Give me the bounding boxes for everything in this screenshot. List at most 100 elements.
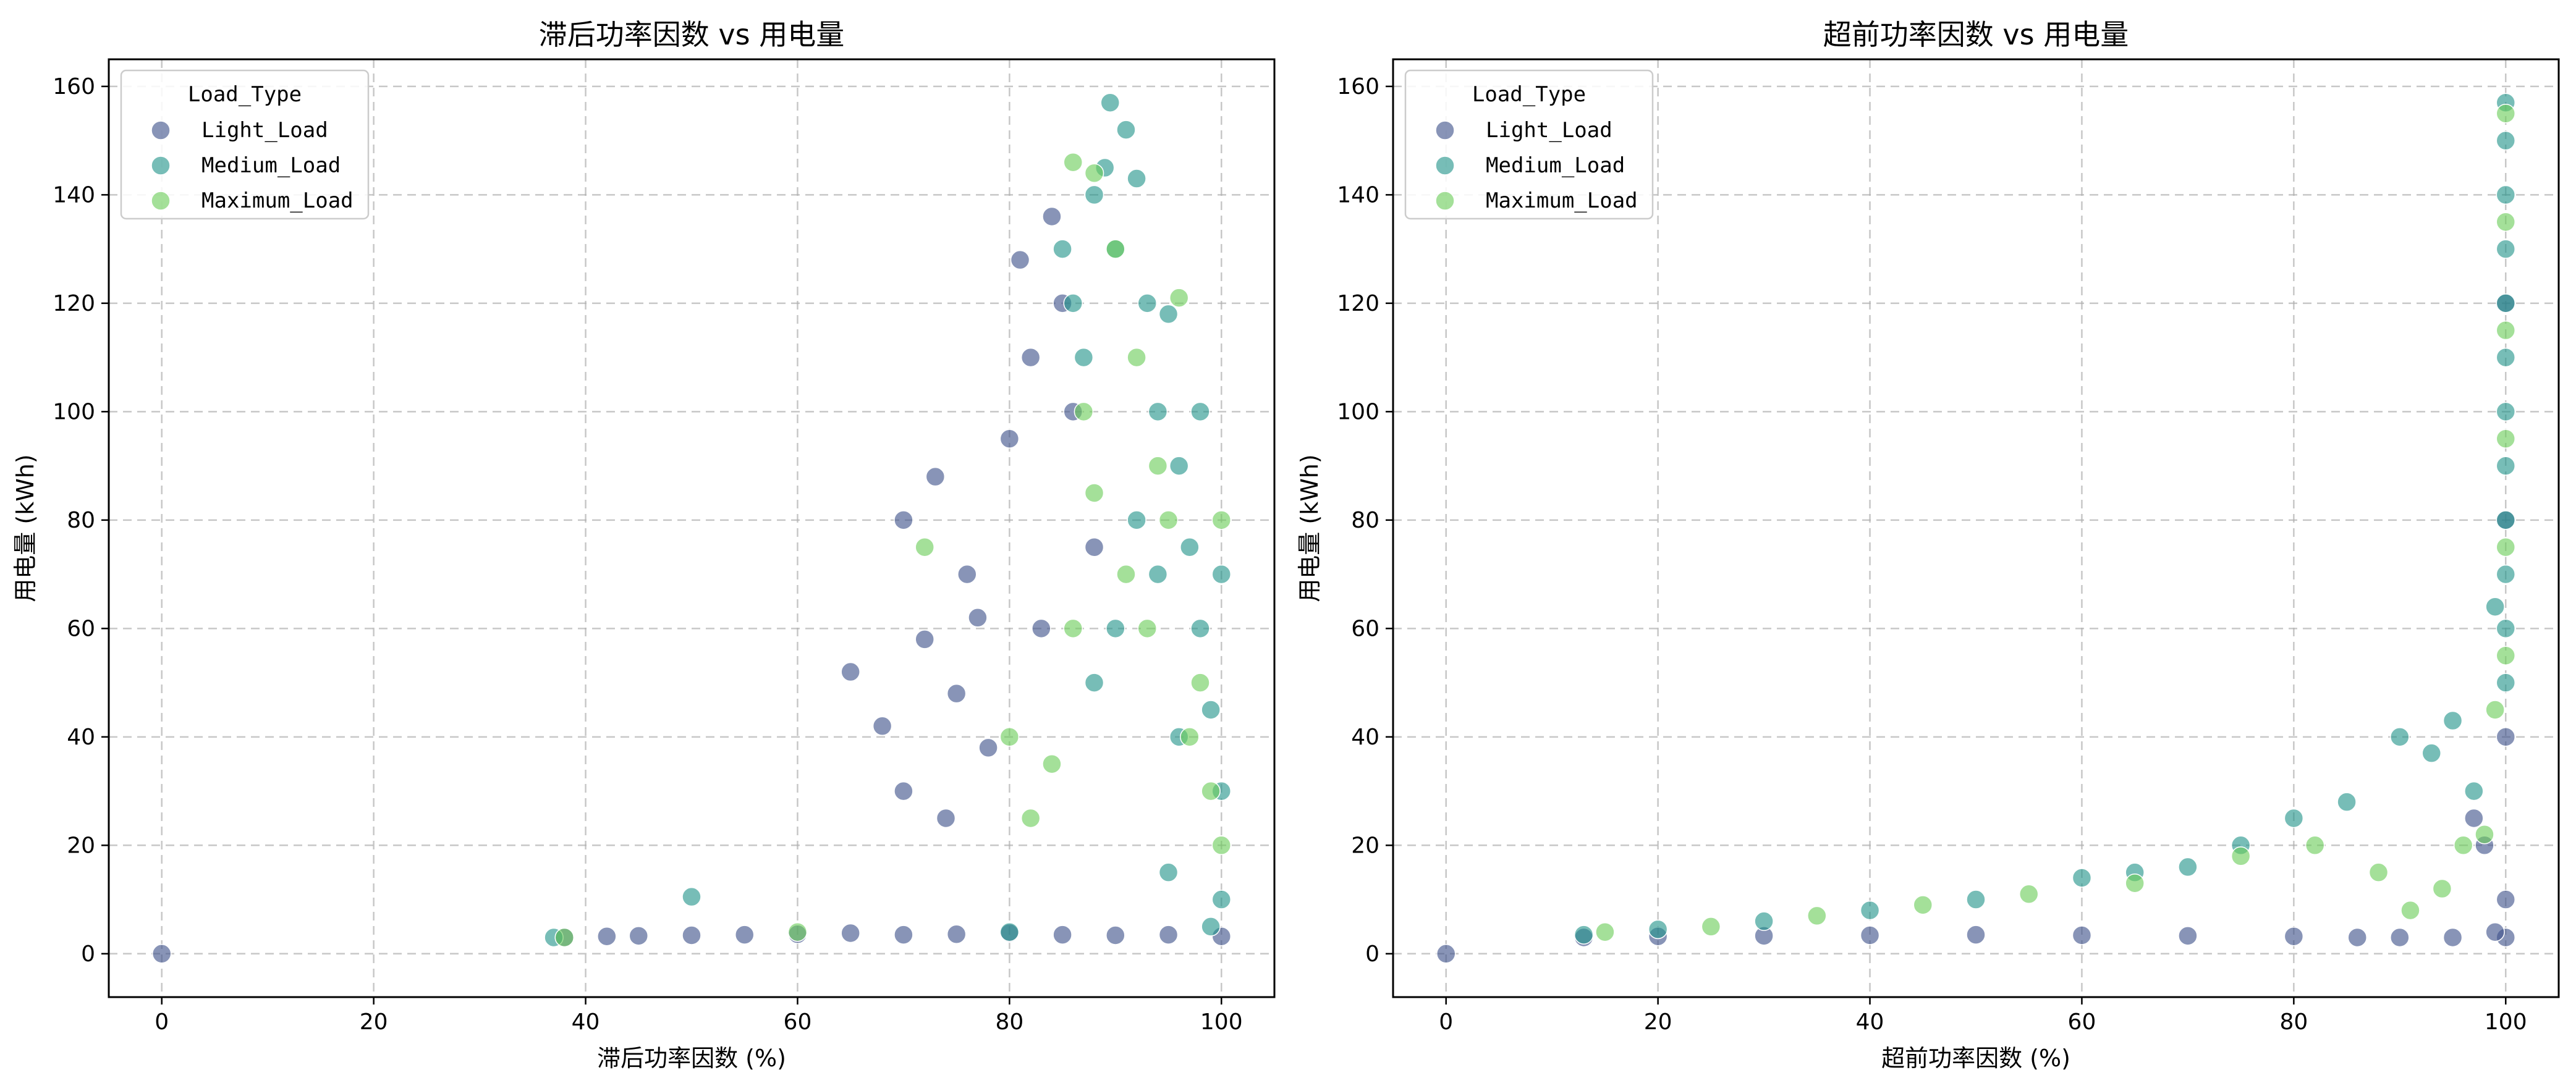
chart-title: 超前功率因数 vs 用电量 (1823, 18, 2129, 51)
legend-entry-label: Maximum_Load (201, 188, 354, 213)
data-point-Maximum_Load (1158, 510, 1179, 530)
data-point-Medium_Load (2496, 239, 2516, 259)
data-point-Maximum_Load (787, 922, 808, 942)
data-point-Medium_Load (1201, 917, 1221, 937)
data-point-Maximum_Load (1020, 808, 1041, 828)
y-tick-label: 160 (1337, 74, 1379, 99)
data-point-Maximum_Load (1084, 163, 1104, 183)
x-tick-label: 0 (1439, 1009, 1453, 1035)
data-point-Medium_Load (1860, 900, 1880, 920)
data-point-Medium_Load (1648, 919, 1668, 940)
data-point-Medium_Load (2496, 293, 2516, 313)
legend-title: Load_Type (188, 82, 302, 107)
x-axis-label: 超前功率因数 (%) (1881, 1045, 2070, 1072)
data-point-Maximum_Load (2231, 846, 2251, 866)
data-point-Medium_Load (2178, 857, 2198, 877)
data-point-Medium_Load (1063, 293, 1083, 313)
data-point-Medium_Load (2485, 597, 2505, 617)
legend-entry-label: Medium_Load (1486, 153, 1625, 178)
data-point-Light_Load (2347, 927, 2367, 948)
data-point-Medium_Load (2284, 808, 2304, 828)
data-point-Maximum_Load (2475, 825, 2494, 845)
data-point-Maximum_Load (1169, 288, 1189, 308)
data-point-Medium_Load (2496, 185, 2516, 205)
data-point-Medium_Load (1201, 700, 1221, 720)
legend-box (1404, 69, 1654, 220)
data-point-Light_Load (957, 564, 977, 584)
legend-entry-label: Light_Load (201, 118, 328, 143)
data-point-Light_Load (734, 925, 755, 945)
data-point-Medium_Load (1106, 618, 1125, 639)
data-point-Maximum_Load (1807, 906, 1827, 926)
chart-panel-2: 0 20 40 60 80 100 0 20 40 60 80 100 120 140 160 超前功率因数 … (1296, 18, 2560, 1072)
data-point-Medium_Load (2496, 564, 2516, 584)
data-point-Medium_Load (1084, 185, 1104, 205)
y-tick-label: 20 (1351, 833, 1379, 858)
y-tick-label: 100 (53, 399, 95, 424)
data-point-Light_Load (2485, 922, 2505, 942)
data-point-Light_Load (999, 429, 1020, 449)
x-tick-label: 20 (360, 1009, 388, 1035)
data-point-Maximum_Load (2400, 900, 2420, 920)
data-point-Maximum_Load (2305, 835, 2325, 856)
data-point-Maximum_Load (2496, 537, 2516, 557)
y-tick-label: 60 (67, 616, 95, 641)
data-point-Maximum_Load (2496, 429, 2516, 449)
data-point-Medium_Load (682, 887, 701, 907)
y-tick-label: 20 (67, 833, 95, 858)
data-point-Maximum_Load (554, 927, 575, 948)
data-point-Light_Load (1106, 925, 1125, 945)
data-point-Light_Load (1158, 925, 1179, 945)
data-point-Maximum_Load (2125, 873, 2145, 893)
data-point-Light_Load (682, 925, 701, 945)
data-point-Medium_Load (1084, 673, 1104, 693)
data-point-Light_Load (1020, 347, 1041, 368)
data-point-Medium_Load (1074, 347, 1094, 368)
data-point-Medium_Load (1190, 402, 1210, 422)
data-point-Light_Load (2178, 926, 2198, 946)
x-tick-label: 40 (572, 1009, 600, 1035)
data-point-Medium_Load (2496, 402, 2516, 422)
data-point-Medium_Load (1148, 564, 1168, 584)
data-point-Light_Load (151, 944, 172, 964)
x-tick-label: 60 (2068, 1009, 2096, 1035)
data-point-Light_Load (629, 926, 649, 946)
data-point-Medium_Load (2421, 743, 2442, 763)
data-point-Maximum_Load (1211, 835, 1232, 856)
legend: Load_Type Light_Load Medium_Load Maximum_Lo… (1404, 69, 1654, 220)
data-point-Maximum_Load (2019, 884, 2039, 904)
data-point-Light_Load (841, 923, 860, 943)
data-point-Light_Load (2464, 808, 2484, 828)
y-axis-label: 用电量 (kWh) (12, 454, 39, 602)
data-point-Maximum_Load (1595, 922, 1615, 942)
data-point-Light_Load (946, 924, 967, 944)
x-axis-label: 滞后功率因数 (%) (597, 1045, 786, 1072)
data-point-Light_Load (978, 738, 998, 758)
legend-marker (1435, 120, 1455, 140)
data-point-Light_Load (1966, 925, 1986, 945)
data-point-Light_Load (2072, 925, 2092, 945)
legend-marker (151, 120, 171, 140)
x-tick-label: 0 (155, 1009, 169, 1035)
data-point-Medium_Load (2496, 618, 2516, 639)
data-point-Maximum_Load (2496, 212, 2516, 232)
data-point-Medium_Load (2464, 781, 2484, 801)
data-point-Medium_Load (2496, 456, 2516, 476)
y-tick-label: 60 (1351, 616, 1379, 641)
legend-marker (1435, 191, 1455, 211)
y-tick-label: 140 (53, 182, 95, 208)
y-tick-label: 80 (1351, 508, 1379, 533)
y-tick-label: 100 (1337, 399, 1379, 424)
x-tick-label: 20 (1644, 1009, 1672, 1035)
data-point-Light_Load (1436, 944, 1456, 964)
data-point-Maximum_Load (1190, 673, 1210, 693)
data-point-Medium_Load (1190, 618, 1210, 639)
chart-title: 滞后功率因数 vs 用电量 (539, 18, 844, 51)
data-point-Medium_Load (1137, 293, 1158, 313)
data-point-Medium_Load (1211, 564, 1232, 584)
data-point-Medium_Load (1169, 456, 1189, 476)
data-point-Light_Load (2284, 926, 2304, 946)
y-axis-label: 用电量 (kWh) (1296, 454, 1323, 602)
data-point-Medium_Load (1116, 120, 1136, 140)
data-point-Light_Load (2443, 927, 2463, 948)
